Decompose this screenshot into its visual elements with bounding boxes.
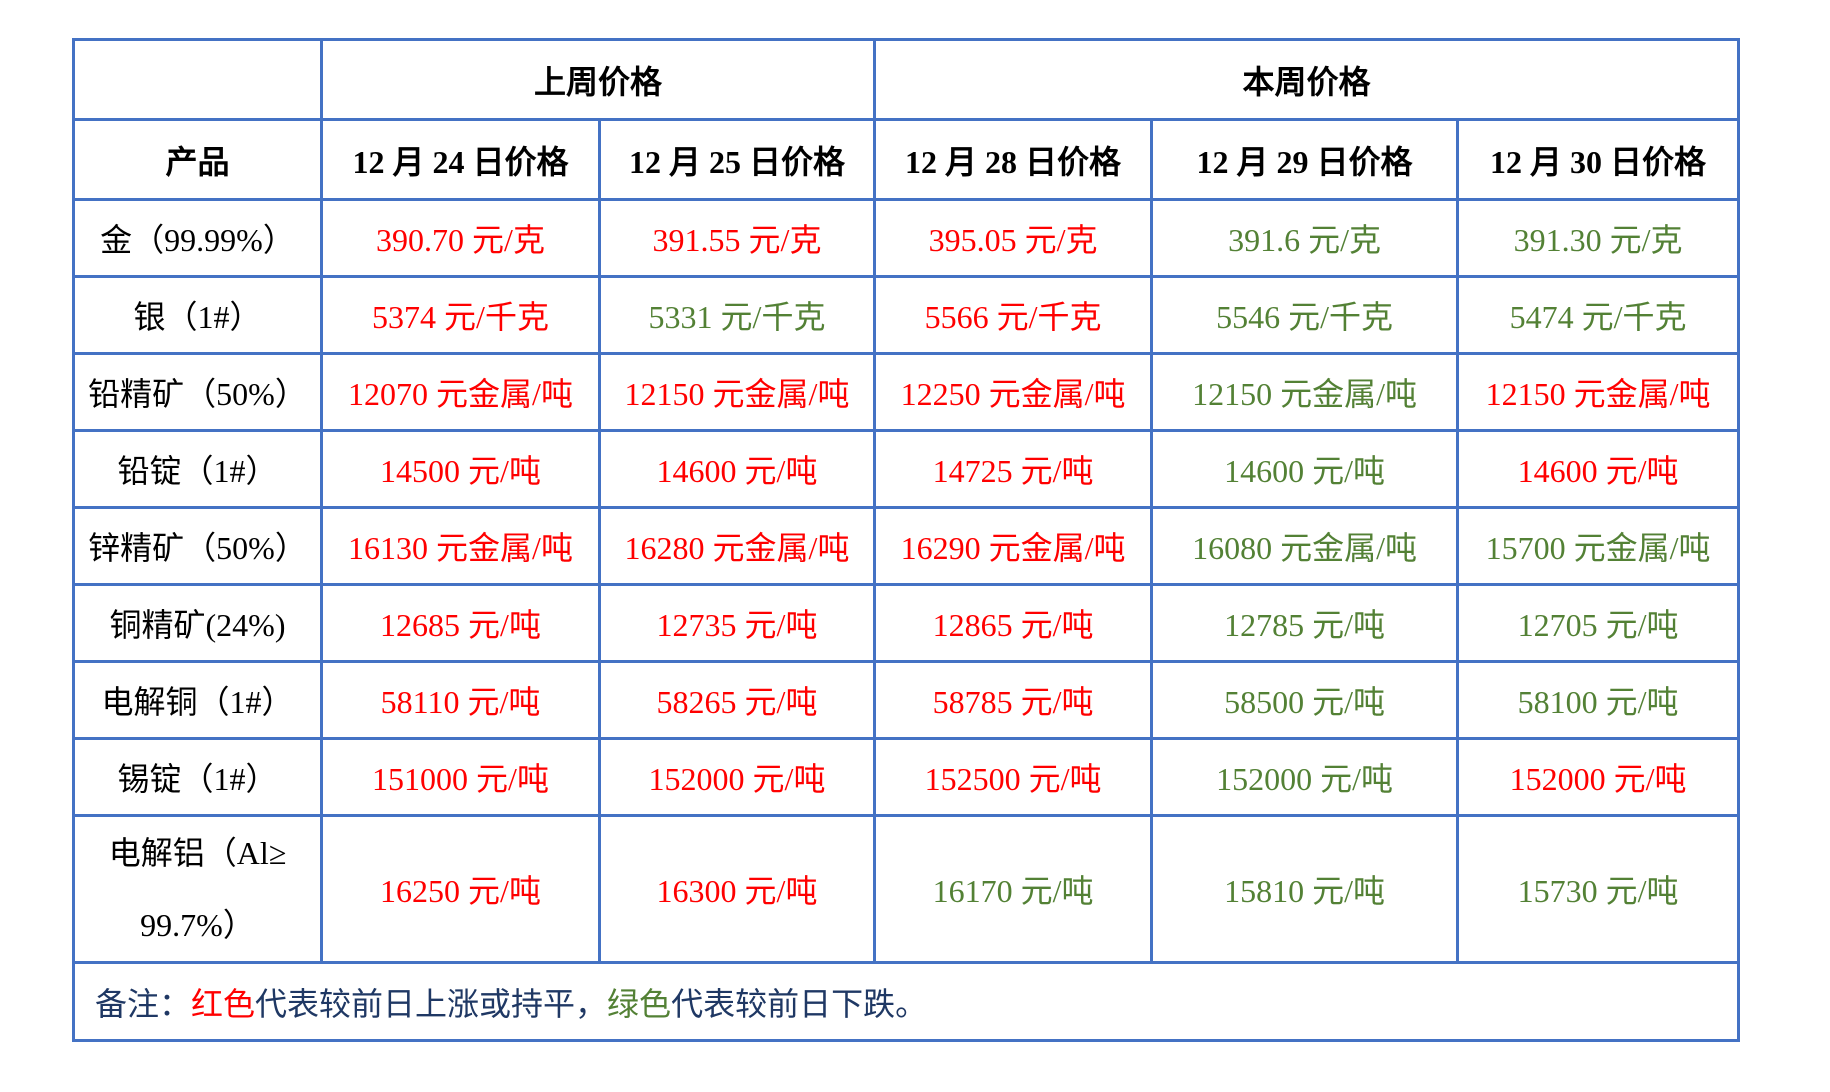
price-cell: 152000 元/吨	[1456, 737, 1741, 817]
table-row: 铜精矿(24%) 12685 元/吨 12735 元/吨 12865 元/吨 12785…	[72, 583, 1741, 663]
price-cell: 15810 元/吨	[1150, 814, 1460, 964]
price-cell: 16080 元金属/吨	[1150, 506, 1460, 586]
price-cell: 12785 元/吨	[1150, 583, 1460, 663]
price-rows: 金（99.99%） 390.70 元/克 391.55 元/克 395.05 元/克 3…	[72, 198, 1741, 964]
price-cell: 12150 元金属/吨	[1456, 352, 1741, 432]
price-cell: 5474 元/千克	[1456, 275, 1741, 355]
price-cell: 58110 元/吨	[320, 660, 601, 740]
price-cell: 391.55 元/克	[597, 198, 877, 278]
price-cell: 14600 元/吨	[1150, 429, 1460, 509]
product-name: 电解铜（1#）	[72, 660, 323, 740]
table-row: 锡锭（1#） 151000 元/吨 152000 元/吨 152500 元/吨 1520…	[72, 737, 1741, 817]
price-cell: 5331 元/千克	[597, 275, 877, 355]
price-cell: 16280 元金属/吨	[597, 506, 877, 586]
price-cell: 58785 元/吨	[873, 660, 1154, 740]
price-cell: 14600 元/吨	[597, 429, 877, 509]
price-cell: 16300 元/吨	[597, 814, 877, 964]
price-cell: 12865 元/吨	[873, 583, 1154, 663]
price-cell: 151000 元/吨	[320, 737, 601, 817]
product-name: 锡锭（1#）	[72, 737, 323, 817]
price-cell: 15700 元金属/吨	[1456, 506, 1741, 586]
product-name: 锌精矿（50%）	[72, 506, 323, 586]
price-cell: 16290 元金属/吨	[873, 506, 1154, 586]
price-cell: 12735 元/吨	[597, 583, 877, 663]
price-cell: 5546 元/千克	[1150, 275, 1460, 355]
price-cell: 12250 元金属/吨	[873, 352, 1154, 432]
product-column-header: 产品	[72, 118, 323, 201]
table-row: 银（1#） 5374 元/千克 5331 元/千克 5566 元/千克 5546 元/千…	[72, 275, 1741, 355]
corner-empty-cell	[72, 38, 323, 121]
price-cell: 12705 元/吨	[1456, 583, 1741, 663]
date-header-dec29: 12 月 29 日价格	[1150, 118, 1460, 201]
price-cell: 16130 元金属/吨	[320, 506, 601, 586]
table-row: 电解铜（1#） 58110 元/吨 58265 元/吨 58785 元/吨 58500 …	[72, 660, 1741, 740]
price-cell: 58500 元/吨	[1150, 660, 1460, 740]
table-row: 铅精矿（50%） 12070 元金属/吨 12150 元金属/吨 12250 元金属/…	[72, 352, 1741, 432]
price-cell: 12150 元金属/吨	[597, 352, 877, 432]
last-week-header: 上周价格	[319, 38, 877, 121]
table-row: 电解铝（Al≥ 99.7%） 16250 元/吨 16300 元/吨 16170 元/…	[72, 814, 1741, 964]
price-cell: 152000 元/吨	[1150, 737, 1460, 817]
date-header-row: 产品 12 月 24 日价格 12 月 25 日价格 12 月 28 日价格 1…	[72, 118, 1741, 201]
price-cell: 12685 元/吨	[320, 583, 601, 663]
price-cell: 14500 元/吨	[320, 429, 601, 509]
price-cell: 16170 元/吨	[873, 814, 1154, 964]
price-cell: 12150 元金属/吨	[1150, 352, 1460, 432]
table-row: 锌精矿（50%） 16130 元金属/吨 16280 元金属/吨 16290 元金属/…	[72, 506, 1741, 586]
product-name: 金（99.99%）	[72, 198, 323, 278]
table-row: 金（99.99%） 390.70 元/克 391.55 元/克 395.05 元/克 3…	[72, 198, 1741, 278]
note-cell: 备注：红色代表较前日上涨或持平，绿色代表较前日下跌。	[71, 961, 1741, 1042]
price-cell: 391.30 元/克	[1456, 198, 1741, 278]
price-cell: 152000 元/吨	[597, 737, 877, 817]
price-cell: 12070 元金属/吨	[320, 352, 601, 432]
note-segment: 绿色	[607, 985, 672, 1022]
price-cell: 5374 元/千克	[320, 275, 601, 355]
date-header-dec25: 12 月 25 日价格	[597, 118, 877, 201]
price-cell: 58265 元/吨	[597, 660, 877, 740]
price-cell: 58100 元/吨	[1456, 660, 1741, 740]
note-segment: 备注：	[95, 985, 192, 1022]
price-cell: 152500 元/吨	[873, 737, 1154, 817]
product-name: 电解铝（Al≥ 99.7%）	[72, 814, 323, 964]
product-name: 铅精矿（50%）	[72, 352, 323, 432]
price-cell: 14600 元/吨	[1456, 429, 1741, 509]
product-name: 铅锭（1#）	[72, 429, 323, 509]
date-header-dec28: 12 月 28 日价格	[873, 118, 1154, 201]
note-segment: 代表较前日上涨或持平，	[255, 985, 608, 1022]
price-cell: 16250 元/吨	[320, 814, 601, 964]
product-name: 铜精矿(24%)	[72, 583, 323, 663]
price-cell: 395.05 元/克	[873, 198, 1154, 278]
price-cell: 391.6 元/克	[1150, 198, 1460, 278]
price-cell: 5566 元/千克	[873, 275, 1154, 355]
price-cell: 390.70 元/克	[320, 198, 601, 278]
note-segment: 红色	[191, 985, 256, 1022]
table-row: 铅锭（1#） 14500 元/吨 14600 元/吨 14725 元/吨 14600 元…	[72, 429, 1741, 509]
this-week-header: 本周价格	[873, 38, 1741, 121]
product-name: 银（1#）	[72, 275, 323, 355]
note-segment: 代表较前日下跌。	[671, 985, 928, 1022]
price-cell: 14725 元/吨	[873, 429, 1154, 509]
price-cell: 15730 元/吨	[1456, 814, 1741, 964]
note-row: 备注：红色代表较前日上涨或持平，绿色代表较前日下跌。	[71, 961, 1741, 1042]
metal-price-table: 上周价格 本周价格 产品 12 月 24 日价格 12 月 25 日价格 12 …	[71, 38, 1741, 1042]
date-header-dec24: 12 月 24 日价格	[320, 118, 601, 201]
date-header-dec30: 12 月 30 日价格	[1456, 118, 1741, 201]
week-header-row: 上周价格 本周价格	[72, 38, 1741, 121]
